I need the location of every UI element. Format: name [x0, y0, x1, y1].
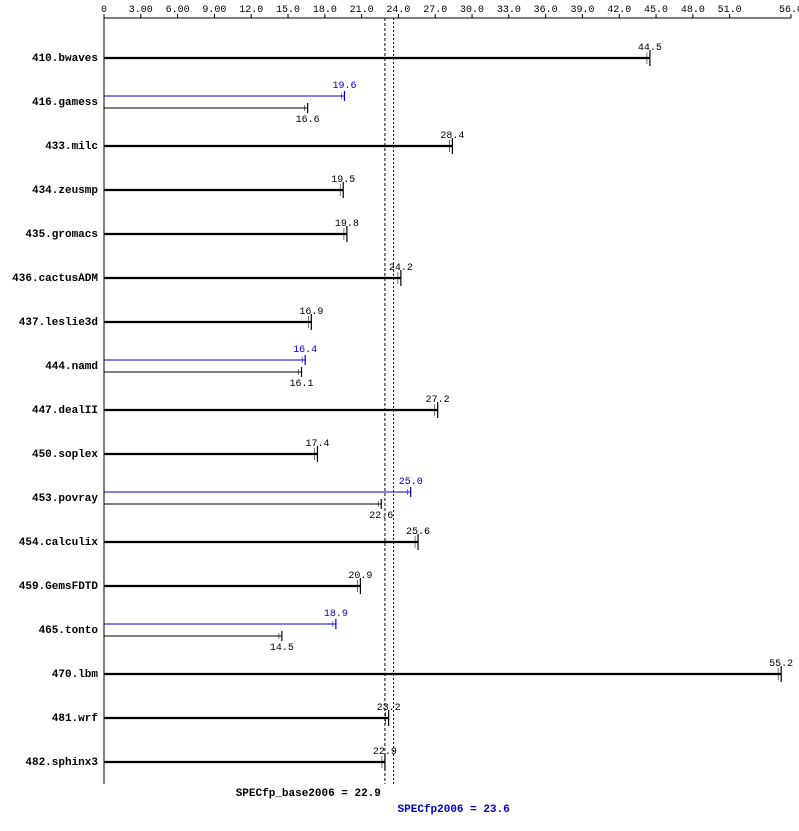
- axis-tick-label: 21.0: [350, 5, 374, 16]
- row-label: 454.calculix: [19, 537, 99, 549]
- row-label: 470.lbm: [52, 669, 99, 681]
- row-label: 435.gromacs: [25, 229, 98, 241]
- axis-tick-label: 9.00: [202, 5, 226, 16]
- bar-value-label: 27.2: [426, 395, 450, 406]
- axis-tick-label: 56.0: [779, 5, 799, 16]
- bar-value-label: 22.9: [373, 747, 397, 758]
- axis-tick-label: 42.0: [607, 5, 631, 16]
- axis-tick-label: 48.0: [681, 5, 705, 16]
- axis-tick-label: 45.0: [644, 5, 668, 16]
- bar-value-label: 55.2: [769, 659, 793, 670]
- bar-value-label: 22.6: [369, 511, 393, 522]
- bar-value-label: 14.5: [270, 643, 294, 654]
- axis-tick-label: 30.0: [460, 5, 484, 16]
- row-label: 416.gamess: [32, 97, 98, 109]
- axis-tick-label: 3.00: [129, 5, 153, 16]
- bar-value-label: 25.0: [399, 477, 423, 488]
- bar-value-label: 19.6: [332, 81, 356, 92]
- bar-value-label: 18.9: [324, 609, 348, 620]
- bar-value-label: 16.6: [296, 115, 320, 126]
- spec-fp-chart: 0 3.00 6.00 9.00 12.0 15.0 18.0 21.0 24.0 27.0 30.…: [0, 0, 799, 831]
- bar-value-label: 25.6: [406, 527, 430, 538]
- axis-tick-label: 18.0: [313, 5, 337, 16]
- row-label: 433.milc: [45, 141, 98, 153]
- axis-tick-label: 39.0: [570, 5, 594, 16]
- bar-value-label: 44.5: [638, 43, 662, 54]
- axis-tick-label: 27.0: [423, 5, 447, 16]
- row-label: 437.leslie3d: [19, 317, 98, 329]
- row-label: 447.dealII: [32, 405, 98, 417]
- row-label: 450.soplex: [32, 449, 98, 461]
- summary-base-label: SPECfp_base2006 = 22.9: [236, 788, 381, 800]
- bar-value-label: 17.4: [305, 439, 329, 450]
- bar-value-label: 16.1: [290, 379, 314, 390]
- bar-value-label: 19.8: [335, 219, 359, 230]
- row-label: 410.bwaves: [32, 53, 98, 65]
- bar-value-label: 23.2: [377, 703, 401, 714]
- summary-peak-label: SPECfp2006 = 23.6: [398, 804, 510, 816]
- axis-tick-label: 33.0: [497, 5, 521, 16]
- row-label: 453.povray: [32, 493, 98, 505]
- bar-value-label: 24.2: [389, 263, 413, 274]
- axis-tick-label: 6.00: [166, 5, 190, 16]
- row-label: 459.GemsFDTD: [19, 581, 99, 593]
- axis-tick-label: 24.0: [386, 5, 410, 16]
- row-label: 481.wrf: [52, 713, 99, 725]
- row-label: 482.sphinx3: [25, 757, 98, 769]
- axis-tick-label: 36.0: [534, 5, 558, 16]
- bar-value-label: 16.4: [293, 345, 317, 356]
- bar-value-label: 20.9: [348, 571, 372, 582]
- bar-value-label: 19.5: [331, 175, 355, 186]
- row-label: 465.tonto: [39, 625, 99, 637]
- row-label: 436.cactusADM: [12, 273, 98, 285]
- row-label: 434.zeusmp: [32, 185, 98, 197]
- axis-tick-label: 15.0: [276, 5, 300, 16]
- axis-tick-label: 12.0: [239, 5, 263, 16]
- bar-value-label: 28.4: [440, 131, 464, 142]
- bar-value-label: 16.9: [299, 307, 323, 318]
- axis-tick-label: 51.0: [718, 5, 742, 16]
- axis-tick-label: 0: [101, 5, 107, 16]
- row-label: 444.namd: [45, 361, 98, 373]
